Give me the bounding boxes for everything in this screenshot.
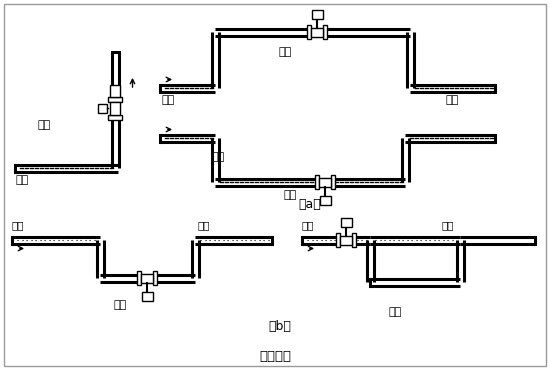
Text: 气泡: 气泡 [442,220,454,230]
Text: 气泡: 气泡 [12,220,25,230]
Text: （b）: （b） [268,320,292,333]
Bar [315,175,319,189]
Bar [311,9,322,18]
Text: 图（四）: 图（四） [259,350,291,363]
Bar [141,291,152,300]
Bar [336,233,340,247]
Text: 错误: 错误 [212,152,225,162]
Bar [331,175,335,189]
Text: 液体: 液体 [283,190,296,200]
Bar [352,233,356,247]
Bar [108,114,122,120]
Bar [110,102,120,114]
Bar [340,236,352,244]
Text: 气泡: 气泡 [197,220,210,230]
Text: 液体: 液体 [445,95,458,105]
Bar [340,217,351,226]
Text: 错误: 错误 [388,307,401,317]
Bar [153,271,157,285]
Bar [311,27,323,36]
Bar [141,273,153,282]
Text: 气泡: 气泡 [302,220,315,230]
Bar [323,25,327,39]
Bar [110,84,120,96]
Bar [137,271,141,285]
Text: 正确: 正确 [113,300,127,310]
Text: 正确: 正确 [38,120,51,130]
Bar [108,96,122,102]
Bar [320,195,331,204]
Bar [98,104,107,112]
Text: 正确: 正确 [278,47,292,57]
Bar [319,177,331,186]
Text: （a）: （a） [299,198,321,211]
Text: 液体: 液体 [15,175,28,185]
Bar [307,25,311,39]
Text: 液体: 液体 [162,95,175,105]
